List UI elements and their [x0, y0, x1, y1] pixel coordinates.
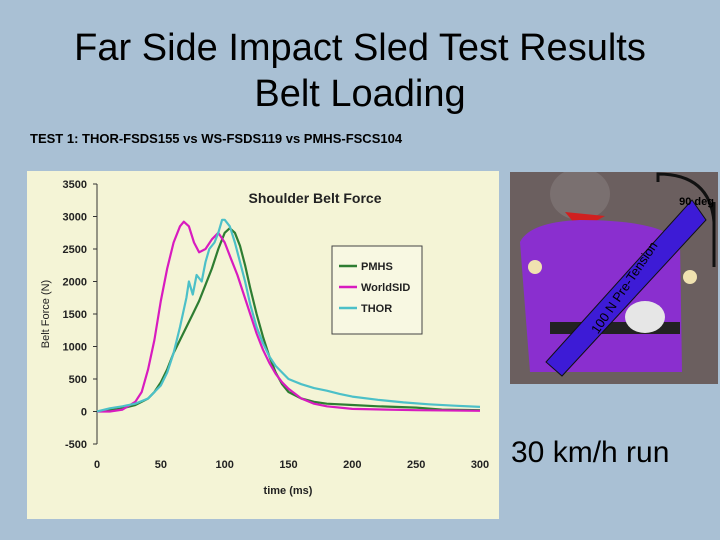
series-line-thor — [96, 218, 481, 413]
x-tick-label: 0 — [94, 459, 100, 471]
x-tick-label: 50 — [155, 459, 167, 471]
x-tick-label: 300 — [471, 459, 489, 471]
suit-logo — [625, 301, 665, 333]
x-tick-label: 150 — [279, 459, 297, 471]
y-tick-label: 2000 — [63, 277, 87, 289]
series-line-pmhs — [96, 227, 481, 413]
y-axis-label: Belt Force (N) — [40, 280, 52, 348]
dummy-test-photo: 100 N Pre-Tension 90 deg — [510, 172, 718, 384]
legend-label: THOR — [361, 303, 392, 315]
y-tick-label: 500 — [69, 374, 87, 386]
legend-label: WorldSID — [361, 282, 410, 294]
angle-arc — [656, 172, 716, 223]
right-marker — [683, 270, 697, 284]
slide-title-line1: Far Side Impact Sled Test Results — [74, 27, 646, 69]
y-tick-label: 0 — [81, 407, 87, 419]
y-tick-label: 3000 — [63, 212, 87, 224]
legend-box — [331, 245, 423, 335]
chart-title: Shoulder Belt Force — [248, 190, 381, 206]
belt-tension-arrow — [545, 199, 707, 377]
x-tick-label: 100 — [215, 459, 233, 471]
x-tick-labels: 0 50 100 150 200 250 300 — [94, 459, 489, 471]
test-subtitle: TEST 1: THOR-FSDS155 vs WS-FSDS119 vs PM… — [30, 131, 403, 146]
x-tick-label: 250 — [407, 459, 425, 471]
dummy-head — [550, 172, 610, 220]
chart-legend: PMHS WorldSID THOR — [331, 245, 423, 335]
y-tick-label: 1500 — [63, 309, 87, 321]
y-tick-label: 3500 — [63, 179, 87, 191]
run-caption: 30 km/h run — [511, 436, 670, 469]
y-tick-labels: -500 0 500 1000 1500 2000 2500 3000 3500 — [63, 179, 97, 451]
y-tick-label: 1000 — [63, 342, 87, 354]
y-tick-label: 2500 — [63, 244, 87, 256]
slide-title-line2: Belt Loading — [254, 73, 466, 115]
x-axis-label: time (ms) — [264, 485, 313, 497]
y-tick-label: -500 — [65, 439, 87, 451]
left-marker — [528, 260, 542, 274]
angle-label: 90 deg — [679, 196, 714, 208]
x-tick-label: 200 — [343, 459, 361, 471]
legend-label: PMHS — [361, 261, 393, 273]
series-lines — [96, 218, 481, 413]
shoulder-belt-force-chart: Shoulder Belt Force -5000500100015002000… — [27, 171, 499, 519]
